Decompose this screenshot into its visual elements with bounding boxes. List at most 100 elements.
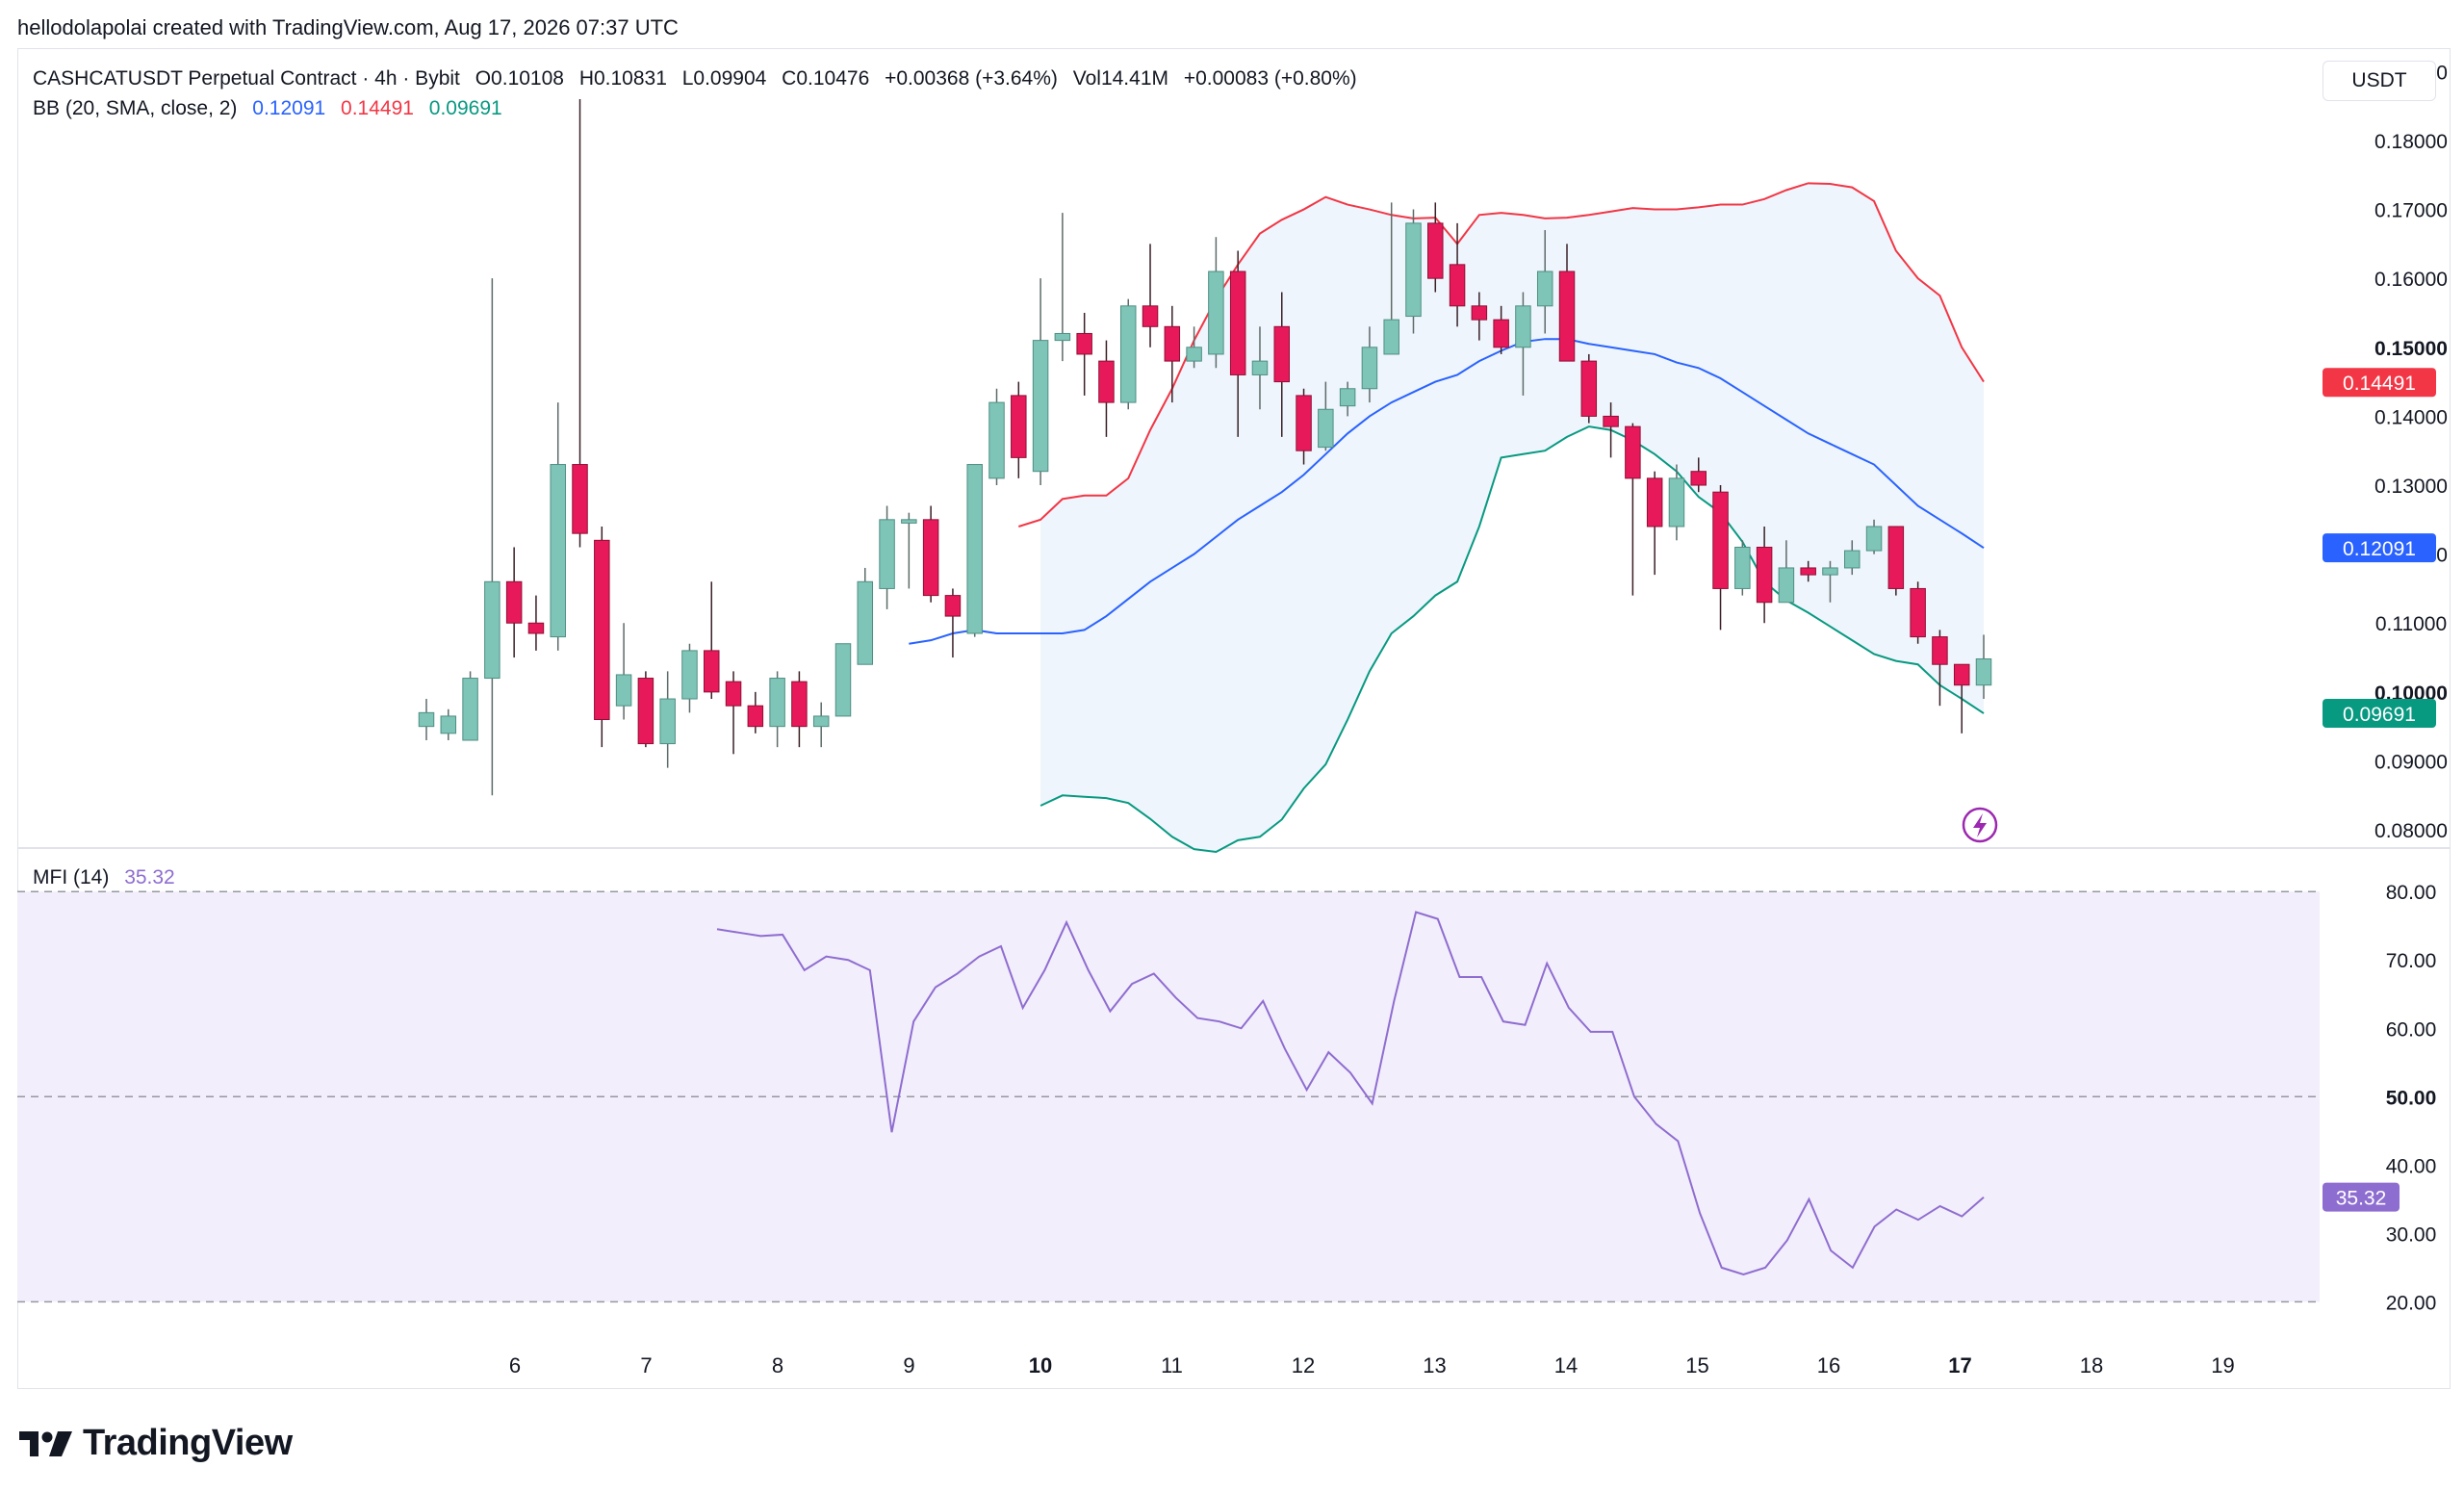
candle-body (594, 539, 610, 721)
candle-body (1953, 663, 1970, 686)
candle (572, 98, 588, 548)
candle (1580, 353, 1598, 424)
bb-label[interactable]: BB (20, SMA, close, 2) (33, 97, 238, 119)
price-tag-box (2323, 368, 2436, 398)
candle-body (527, 622, 545, 634)
volume-change-value: +0.00083 (+0.80%) (1183, 67, 1357, 90)
candle (857, 567, 874, 665)
candle-body (1712, 491, 1729, 589)
candle-body (1471, 305, 1488, 321)
time-axis-tick: 15 (1685, 1353, 1708, 1377)
candle-body (769, 678, 785, 728)
candle-body (857, 580, 874, 665)
candle-body (615, 674, 632, 707)
currency-button[interactable]: USDT (2323, 61, 2436, 101)
candle-body (462, 678, 478, 741)
time-axis-tick: 14 (1554, 1353, 1578, 1377)
candle (747, 691, 764, 734)
candle-body (1383, 319, 1399, 355)
price-tag-label: 0.12091 (2343, 538, 2416, 560)
candle (1800, 560, 1816, 582)
candle (1098, 340, 1115, 437)
bb-upper-value: 0.14491 (341, 97, 414, 119)
candle (966, 464, 983, 637)
candle-body (1515, 305, 1531, 348)
candle-body (1186, 347, 1202, 362)
candle (418, 699, 435, 740)
candle (1558, 244, 1576, 362)
bb-lower-line (1040, 425, 1985, 854)
candle-body (1119, 305, 1137, 403)
candle (1975, 634, 1992, 700)
candle-body (1778, 567, 1795, 604)
candle-body (1493, 319, 1509, 348)
candle-body (1251, 360, 1269, 375)
mfi-line (716, 911, 1985, 1276)
candle (1318, 381, 1334, 451)
candle-body (834, 643, 852, 717)
candle (1690, 457, 1707, 493)
candle-body (1690, 471, 1707, 486)
candle (1603, 402, 1619, 458)
candle-body (1975, 657, 1992, 686)
candle (1427, 202, 1444, 293)
candle (505, 547, 523, 658)
candle (637, 671, 654, 748)
close-value: C0.10476 (782, 67, 870, 90)
candle-body (1098, 360, 1115, 403)
candle (615, 623, 632, 720)
mfi-axis-tick: 50.00 (2386, 1087, 2437, 1109)
candle-body (704, 650, 720, 693)
candle (1625, 423, 1641, 596)
mfi-label[interactable]: MFI (14) (33, 866, 110, 888)
candle-body (1822, 567, 1838, 576)
candle (1383, 202, 1399, 355)
candle (440, 708, 457, 740)
price-axis-tick: 0.15000 (2374, 338, 2448, 360)
mfi-axis-tick: 20.00 (2386, 1292, 2437, 1314)
candle-body (988, 401, 1005, 479)
candle-body (1164, 325, 1181, 362)
candle (594, 526, 610, 748)
candle-body (1625, 425, 1641, 479)
price-axis-tick: 0.08000 (2374, 820, 2448, 842)
candle-body (505, 580, 523, 624)
candle-body (440, 715, 457, 734)
candle (812, 702, 830, 748)
candle (1493, 305, 1509, 354)
time-axis-tick: 12 (1292, 1353, 1315, 1377)
lightning-icon[interactable] (1962, 807, 1998, 843)
candle (1536, 230, 1553, 334)
candle-body (1887, 526, 1905, 589)
candle (681, 643, 698, 713)
mfi-legend: MFI (14) 35.32 (33, 866, 185, 889)
time-axis-tick: 16 (1817, 1353, 1840, 1377)
mfi-axis-tick: 30.00 (2386, 1223, 2437, 1246)
symbol-label[interactable]: CASHCATUSDT Perpetual Contract · 4h · By… (33, 67, 460, 90)
candle-body (484, 580, 500, 680)
candle-body (1318, 408, 1334, 449)
candle (1405, 209, 1422, 334)
candle-body (418, 711, 435, 728)
high-value: H0.10831 (578, 67, 667, 90)
mfi-axis-tick: 70.00 (2386, 950, 2437, 972)
candle-body (1208, 270, 1224, 355)
candle (1734, 540, 1751, 596)
candle-body (1339, 388, 1356, 407)
candle-body (1932, 636, 1948, 665)
candle-body (1910, 587, 1926, 638)
candle (1296, 388, 1312, 465)
candle-body (659, 698, 676, 745)
price-axis-tick: 0.16000 (2374, 269, 2448, 291)
candle-body (1229, 270, 1246, 375)
tradingview-logo[interactable]: TradingView (19, 1423, 293, 1464)
bb-legend: BB (20, SMA, close, 2) 0.12091 0.14491 0… (33, 97, 512, 120)
price-axis-tick: 0.11000 (2375, 613, 2447, 635)
price-tag-box (2323, 533, 2436, 563)
price-axis-tick: 0.14000 (2374, 406, 2448, 428)
price-axis-tick: 0.13000 (2374, 476, 2448, 498)
candle (1515, 292, 1531, 396)
candle (834, 643, 852, 717)
mfi-axis-tick: 60.00 (2386, 1018, 2437, 1041)
